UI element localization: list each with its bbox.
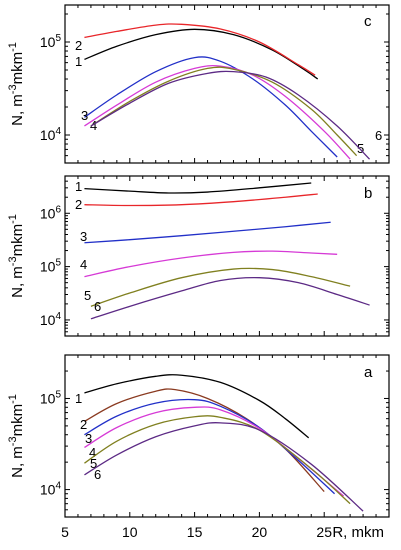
series-label-2: 2 <box>80 417 87 432</box>
series-label-4: 4 <box>80 257 87 272</box>
y-axis-label: N, m-3mkm-1 <box>7 42 26 126</box>
series-line-5 <box>90 267 351 307</box>
series-line-3 <box>84 398 336 495</box>
series-label-1: 1 <box>75 54 82 69</box>
x-tick-label: 10 <box>122 524 138 540</box>
x-tick-label: 15 <box>187 524 203 540</box>
panel-tag: b <box>364 185 372 202</box>
y-tick-label: 105 <box>40 389 62 406</box>
series-line-1 <box>84 374 310 439</box>
series-line-2 <box>84 193 318 207</box>
series-line-2 <box>84 23 316 76</box>
plot-frame <box>64 4 390 164</box>
series-line-2 <box>84 388 325 493</box>
series-label-6: 6 <box>375 128 382 143</box>
series-label-3: 3 <box>81 108 88 123</box>
series-label-5: 5 <box>90 456 97 471</box>
y-tick-label: 104 <box>40 126 62 143</box>
series-line-4 <box>84 65 351 160</box>
series-line-5 <box>90 66 358 157</box>
series-line-3 <box>84 221 331 244</box>
y-axis-label: N, m-3mkm-1 <box>7 214 26 298</box>
series-label-4: 4 <box>90 118 97 133</box>
x-axis-label: R, mkm <box>332 524 384 541</box>
y-tick-label: 104 <box>40 311 62 328</box>
series-line-6 <box>90 70 371 160</box>
y-tick-label: 106 <box>40 204 62 221</box>
series-label-4: 4 <box>89 445 96 460</box>
chart-panel-c: 104 105 N, m-3mkm-1 c 12 34 56 <box>7 4 390 164</box>
series-line-5 <box>84 415 351 505</box>
series-line-1 <box>84 182 312 194</box>
series-label-5: 5 <box>84 288 91 303</box>
x-tick-label: 5 <box>61 524 69 540</box>
panel-tag: a <box>364 364 373 381</box>
series-label-3: 3 <box>85 431 92 446</box>
y-tick-label: 105 <box>40 258 62 275</box>
series-label-5: 5 <box>357 141 364 156</box>
series-line-6 <box>90 276 370 320</box>
series-line-6 <box>84 422 364 512</box>
y-tick-label: 104 <box>40 481 62 498</box>
series-label-2: 2 <box>75 197 82 212</box>
series-label-1: 1 <box>75 179 82 194</box>
y-axis-label: N, m-3mkm-1 <box>7 394 26 478</box>
chart-panel-b: 104 105 106 N, m-3mkm-1 b 1 2 3 4 56 <box>7 175 390 337</box>
plot-frame <box>64 175 390 337</box>
series-line-3 <box>84 56 338 158</box>
plot-frame <box>64 354 390 518</box>
series-line-4 <box>84 250 338 278</box>
series-label-3: 3 <box>80 229 87 244</box>
series-label-1: 1 <box>75 391 82 406</box>
x-tick-label: 25 <box>316 524 332 540</box>
y-tick-label: 105 <box>40 33 62 50</box>
series-label-6: 6 <box>94 467 101 482</box>
x-tick-label: 20 <box>252 524 268 540</box>
series-label-2: 2 <box>75 38 82 53</box>
panel-tag: c <box>364 13 372 30</box>
series-line-1 <box>84 28 319 80</box>
series-label-6: 6 <box>94 299 101 314</box>
